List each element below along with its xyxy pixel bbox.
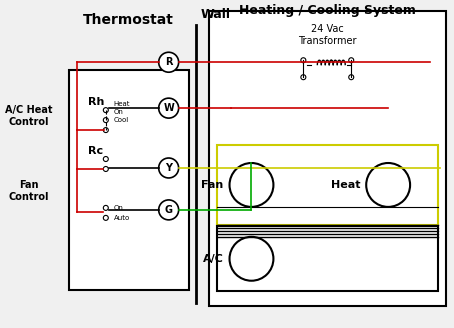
Bar	[69, 70, 188, 290]
Text: Thermostat: Thermostat	[84, 13, 174, 27]
Circle shape	[104, 205, 109, 210]
Text: Cool: Cool	[114, 117, 129, 123]
Circle shape	[230, 237, 273, 281]
Circle shape	[301, 75, 306, 80]
Circle shape	[104, 215, 109, 220]
Text: R: R	[165, 57, 173, 67]
Text: W: W	[163, 103, 174, 113]
Text: G: G	[165, 205, 173, 215]
Circle shape	[104, 128, 109, 133]
Text: Heat: Heat	[114, 101, 130, 107]
Text: Wall: Wall	[201, 8, 231, 21]
Circle shape	[349, 58, 354, 63]
Circle shape	[159, 158, 178, 178]
Text: Heat: Heat	[331, 180, 360, 190]
Text: 24 Vac
Transformer: 24 Vac Transformer	[298, 25, 356, 46]
Text: Control: Control	[9, 117, 49, 127]
Circle shape	[104, 167, 109, 172]
Circle shape	[159, 52, 178, 72]
Circle shape	[159, 98, 178, 118]
Bar	[208, 11, 446, 306]
Text: Control: Control	[9, 192, 49, 202]
Circle shape	[104, 118, 109, 123]
Text: Heating / Cooling System: Heating / Cooling System	[239, 4, 416, 17]
Circle shape	[349, 75, 354, 80]
Circle shape	[366, 163, 410, 207]
Text: Fan: Fan	[201, 180, 223, 190]
Text: A/C: A/C	[202, 254, 223, 264]
Text: Auto: Auto	[114, 215, 130, 221]
Circle shape	[230, 163, 273, 207]
Text: On: On	[114, 205, 123, 211]
Circle shape	[104, 156, 109, 161]
Circle shape	[104, 108, 109, 113]
Circle shape	[301, 58, 306, 63]
Circle shape	[159, 200, 178, 220]
Text: On: On	[114, 109, 123, 115]
Text: Fan: Fan	[19, 180, 39, 190]
Text: Y: Y	[165, 163, 172, 173]
Text: Rh: Rh	[88, 97, 104, 107]
Bar	[217, 145, 438, 225]
Text: A/C Heat: A/C Heat	[5, 105, 53, 115]
Text: Rc: Rc	[88, 146, 104, 156]
Bar	[217, 226, 438, 291]
